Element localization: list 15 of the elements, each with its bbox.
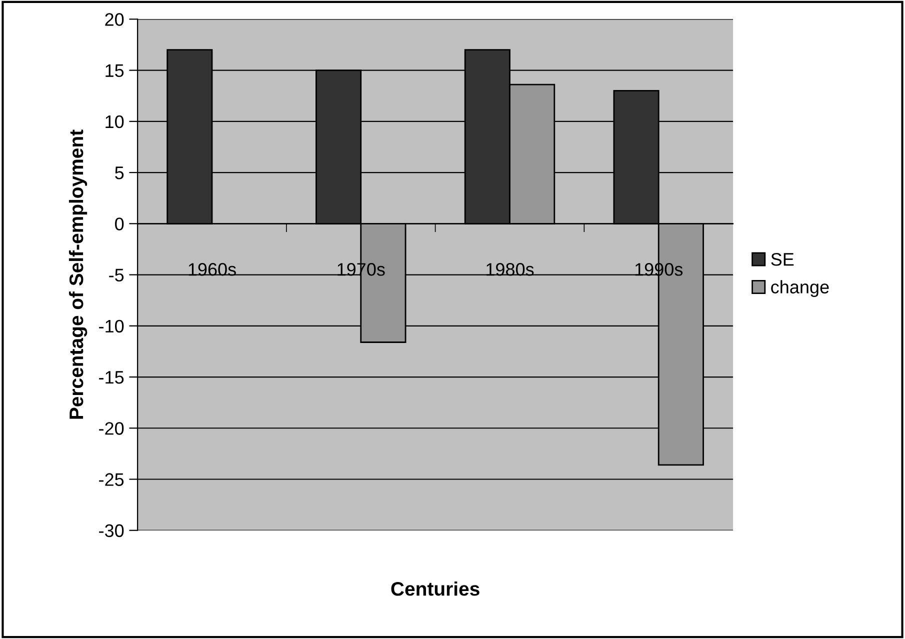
y-tick-label: -15 xyxy=(99,371,124,384)
y-tick-label: 5 xyxy=(115,166,124,180)
y-tick-label: 20 xyxy=(105,13,124,26)
y-axis-title: Percentage of Self-employment xyxy=(68,130,88,419)
y-tick-label: -30 xyxy=(99,524,124,538)
y-tick-label: -10 xyxy=(99,320,124,333)
x-axis-title: Centuries xyxy=(391,581,480,596)
y-tick-label: -20 xyxy=(99,422,124,435)
legend-label: change xyxy=(771,280,829,298)
legend-label: SE xyxy=(771,253,794,266)
y-tick-label: 15 xyxy=(106,64,124,78)
y-tick-label: 0 xyxy=(115,218,124,230)
y-tick-label: 10 xyxy=(106,115,124,128)
y-tick-label: -25 xyxy=(99,473,124,486)
y-tick-label: -5 xyxy=(109,268,124,282)
